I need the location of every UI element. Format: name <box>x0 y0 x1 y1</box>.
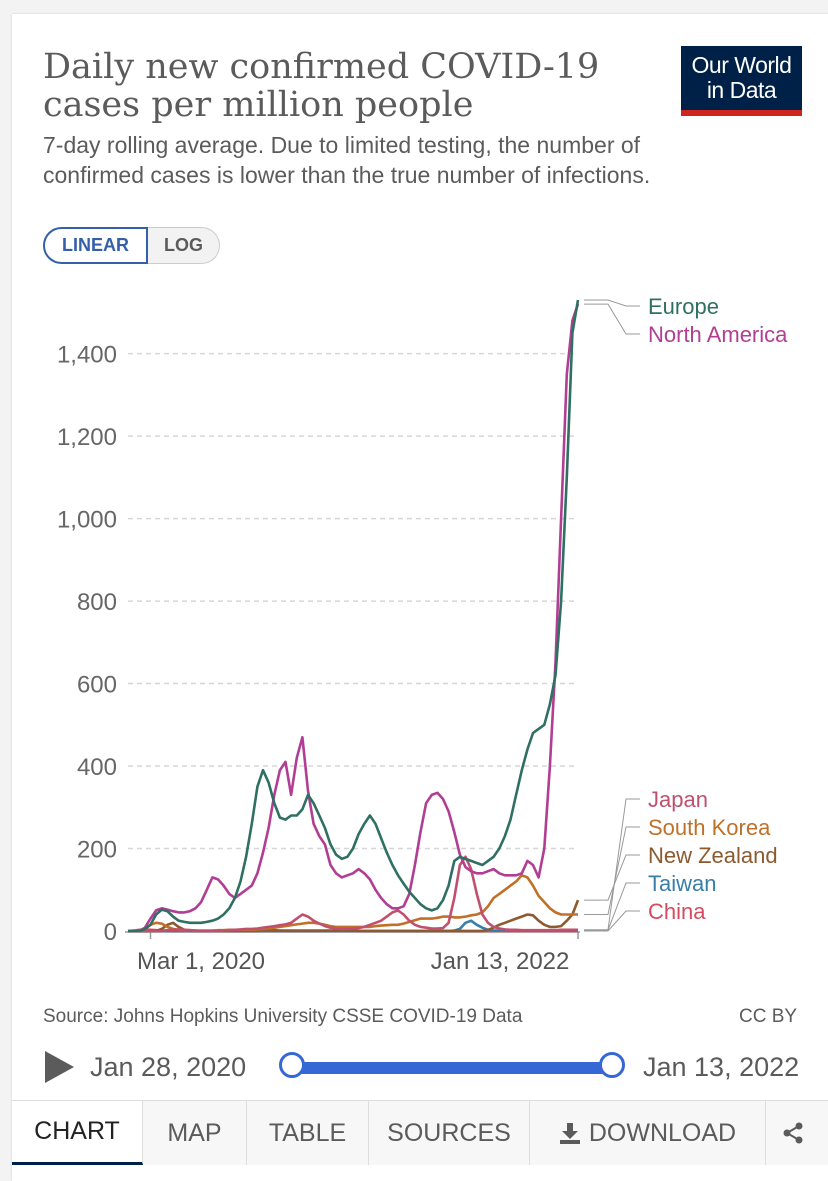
legend-connector <box>584 882 640 931</box>
linear-scale-button[interactable]: LINEAR <box>43 227 148 264</box>
y-tick-label: 1,400 <box>57 342 117 369</box>
source-note: Source: Johns Hopkins University CSSE CO… <box>43 1006 523 1027</box>
y-tick-label: 200 <box>77 837 117 864</box>
legend-connector <box>584 303 640 335</box>
series-line-europe[interactable] <box>128 299 580 933</box>
tab-download-label: DOWNLOAD <box>588 1118 737 1147</box>
line-chart: 0 200 400 600 800 1,000 1,200 1,400 Mar 1, 2020 J… <box>57 294 788 975</box>
owid-logo[interactable]: Our World in Data <box>681 46 802 116</box>
y-tick-label: 400 <box>77 754 117 781</box>
tab-chart[interactable]: CHART <box>12 1101 143 1165</box>
timeline-end-label: Jan 13, 2022 <box>643 1052 800 1082</box>
y-tick-label: 1,200 <box>57 424 117 451</box>
play-icon[interactable] <box>45 1051 74 1083</box>
tab-sources-label: SOURCES <box>387 1118 511 1147</box>
legend-label-europe[interactable]: Europe <box>648 294 719 319</box>
tab-download[interactable]: DOWNLOAD <box>530 1101 766 1165</box>
y-tick-label: 1,000 <box>57 507 117 534</box>
chart-title: Daily new confirmed COVID-19 cases per m… <box>43 47 600 125</box>
x-tick-label: Mar 1, 2020 <box>137 948 265 975</box>
chart-subtitle: 7-day rolling average. Due to limited te… <box>43 132 651 188</box>
timeline-track[interactable] <box>292 1062 612 1074</box>
timeline-start-handle[interactable] <box>279 1052 305 1078</box>
share-button[interactable] <box>766 1101 828 1165</box>
tab-map[interactable]: MAP <box>143 1101 247 1165</box>
tab-table-label: TABLE <box>268 1118 347 1147</box>
series-line-japan[interactable] <box>128 855 578 933</box>
legend-connector <box>584 854 640 901</box>
download-icon <box>559 1123 580 1144</box>
x-tick-label: Jan 13, 2022 <box>431 948 570 975</box>
license-link[interactable]: CC BY <box>739 1006 798 1027</box>
tab-table[interactable]: TABLE <box>247 1101 369 1165</box>
y-tick-label: 800 <box>77 589 117 616</box>
log-scale-button[interactable]: LOG <box>148 227 220 264</box>
legend-connector <box>584 910 640 932</box>
legend-label-south-korea[interactable]: South Korea <box>648 815 771 840</box>
logo-line-1: Our World <box>691 52 792 78</box>
tab-map-label: MAP <box>167 1118 222 1147</box>
y-tick-label: 0 <box>104 919 117 946</box>
legend-connector <box>584 826 640 915</box>
tab-chart-label: CHART <box>34 1117 120 1145</box>
legend-label-japan[interactable]: Japan <box>648 787 708 812</box>
legend-label-north-america[interactable]: North America <box>648 322 788 347</box>
timeline-end-handle[interactable] <box>599 1052 625 1078</box>
chart-card <box>12 14 828 1181</box>
scale-toggle: LINEAR LOG <box>43 227 220 264</box>
legend-label-new-zealand[interactable]: New Zealand <box>648 843 778 868</box>
logo-line-2: in Data <box>706 77 777 103</box>
share-icon <box>783 1122 803 1144</box>
y-tick-label: 600 <box>77 672 117 699</box>
timeline-start-label: Jan 28, 2020 <box>90 1052 247 1082</box>
series-line-north-america[interactable] <box>128 303 580 933</box>
timeline: Jan 28, 2020 Jan 13, 2022 <box>0 1040 828 1100</box>
tab-bar: CHART MAP TABLE SOURCES DOWNLOAD <box>12 1100 828 1165</box>
legend-connector <box>584 299 640 307</box>
tab-sources[interactable]: SOURCES <box>369 1101 530 1165</box>
legend-label-taiwan[interactable]: Taiwan <box>648 871 716 896</box>
legend-connector <box>584 798 640 931</box>
legend-label-china[interactable]: China <box>648 899 706 924</box>
